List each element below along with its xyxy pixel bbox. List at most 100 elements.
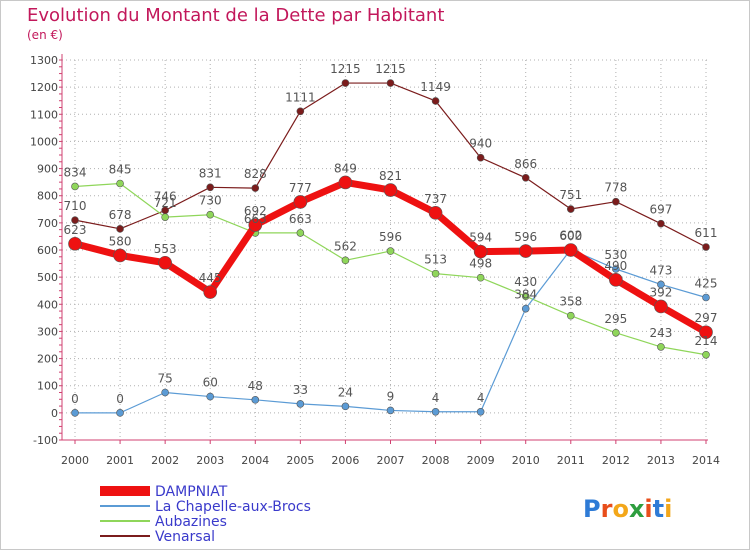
- data-label-aubazines: 663: [244, 212, 267, 226]
- logo-letter: t: [653, 495, 664, 523]
- x-tick-label: 2007: [377, 454, 405, 467]
- data-label-venarsal: 710: [64, 199, 87, 213]
- data-label-dampniat: 594: [469, 231, 492, 245]
- logo-text: Proxiti: [583, 495, 672, 523]
- data-label-aubazines: 358: [559, 295, 582, 309]
- x-tick-label: 2001: [106, 454, 134, 467]
- data-point-aubazines: [612, 328, 620, 337]
- data-point-dampniat: [518, 244, 533, 258]
- data-point-venarsal: [341, 79, 350, 87]
- data-label-la-chapelle-aux-brocs: 48: [248, 379, 263, 393]
- data-label-venarsal: 1215: [330, 62, 361, 76]
- data-point-dampniat: [248, 218, 263, 232]
- data-point-dampniat: [338, 175, 353, 190]
- data-point-la-chapelle-aux-brocs: [476, 407, 485, 416]
- data-point-venarsal: [206, 183, 215, 192]
- data-label-aubazines: 295: [604, 312, 627, 326]
- data-point-dampniat: [428, 206, 443, 220]
- y-tick-label: 100: [37, 380, 58, 393]
- data-point-aubazines: [71, 182, 79, 191]
- x-tick-label: 2010: [512, 454, 540, 467]
- data-point-aubazines: [702, 350, 710, 359]
- x-tick-label: 2013: [647, 454, 675, 467]
- data-point-venarsal: [566, 205, 575, 213]
- data-point-dampniat: [293, 195, 308, 209]
- x-tick-label: 2008: [422, 454, 450, 467]
- x-tick-label: 2014: [692, 454, 720, 467]
- y-tick-label: 1000: [30, 135, 58, 148]
- y-tick-label: 400: [37, 298, 58, 311]
- legend-label-venarsal: Venarsal: [155, 529, 215, 545]
- y-tick-label: 1200: [30, 81, 58, 94]
- data-label-aubazines: 596: [379, 230, 402, 244]
- data-label-dampniat: 297: [695, 311, 718, 325]
- data-point-la-chapelle-aux-brocs: [612, 265, 620, 273]
- data-label-la-chapelle-aux-brocs: 75: [158, 372, 173, 386]
- data-point-dampniat: [113, 248, 127, 263]
- logo-letter: i: [664, 495, 672, 523]
- logo-letter: P: [583, 495, 601, 523]
- data-label-dampniat: 623: [64, 223, 87, 237]
- data-point-dampniat: [68, 236, 82, 251]
- series-aubazines: [71, 179, 710, 359]
- data-point-dampniat: [473, 244, 488, 259]
- chart-title: Evolution du Montant de la Dette par Hab…: [27, 5, 445, 26]
- x-tick-label: 2000: [61, 454, 89, 467]
- y-tick-label: 200: [37, 353, 58, 366]
- legend-label-dampniat: DAMPNIAT: [155, 484, 228, 500]
- data-label-dampniat: 849: [334, 161, 357, 175]
- data-label-venarsal: 678: [109, 208, 132, 222]
- y-tick-label: 700: [37, 217, 58, 230]
- data-point-aubazines: [161, 213, 169, 221]
- data-point-aubazines: [206, 210, 215, 219]
- data-label-venarsal: 751: [559, 188, 582, 202]
- y-tick-label: 800: [37, 190, 58, 203]
- y-tick-label: 1100: [30, 108, 58, 121]
- data-point-dampniat: [383, 183, 398, 197]
- data-label-la-chapelle-aux-brocs: 4: [432, 391, 440, 405]
- data-point-aubazines: [341, 256, 350, 265]
- data-point-venarsal: [386, 79, 395, 87]
- data-label-aubazines: 845: [109, 163, 132, 177]
- data-label-aubazines: 721: [154, 196, 177, 210]
- data-label-la-chapelle-aux-brocs: 4: [477, 391, 485, 405]
- data-label-aubazines: 834: [64, 165, 87, 179]
- data-point-la-chapelle-aux-brocs: [657, 280, 665, 289]
- series-group: [68, 79, 713, 417]
- axes: -100010020030040050060070080090010001100…: [30, 54, 720, 467]
- data-label-dampniat: 737: [424, 192, 447, 206]
- data-label-venarsal: 697: [649, 203, 672, 217]
- data-point-la-chapelle-aux-brocs: [341, 402, 350, 411]
- logo-letter: i: [644, 495, 652, 523]
- x-tick-label: 2004: [241, 454, 269, 467]
- x-tick-label: 2011: [557, 454, 585, 467]
- series-venarsal: [71, 79, 710, 251]
- data-label-venarsal: 866: [514, 157, 537, 171]
- data-point-aubazines: [521, 292, 530, 300]
- data-label-venarsal: 828: [244, 167, 267, 181]
- logo-letter: x: [629, 495, 645, 523]
- data-label-venarsal: 940: [469, 137, 492, 151]
- logo-letter: o: [612, 495, 629, 523]
- data-label-venarsal: 746: [154, 189, 177, 203]
- data-point-venarsal: [116, 225, 124, 233]
- x-tick-label: 2003: [196, 454, 224, 467]
- data-label-dampniat: 445: [199, 271, 222, 285]
- data-label-la-chapelle-aux-brocs: 24: [338, 385, 353, 399]
- data-label-dampniat: 392: [649, 285, 672, 299]
- series-dampniat: [68, 175, 713, 340]
- data-label-aubazines: 513: [424, 253, 447, 267]
- data-label-la-chapelle-aux-brocs: 602: [559, 228, 582, 242]
- data-point-venarsal: [702, 243, 710, 251]
- data-label-venarsal: 611: [695, 226, 718, 240]
- data-point-venarsal: [71, 216, 79, 224]
- data-point-venarsal: [521, 174, 530, 182]
- data-label-la-chapelle-aux-brocs: 9: [387, 389, 395, 403]
- x-tick-label: 2012: [602, 454, 630, 467]
- data-point-venarsal: [296, 107, 305, 116]
- data-point-la-chapelle-aux-brocs: [431, 407, 440, 416]
- data-point-la-chapelle-aux-brocs: [296, 400, 305, 408]
